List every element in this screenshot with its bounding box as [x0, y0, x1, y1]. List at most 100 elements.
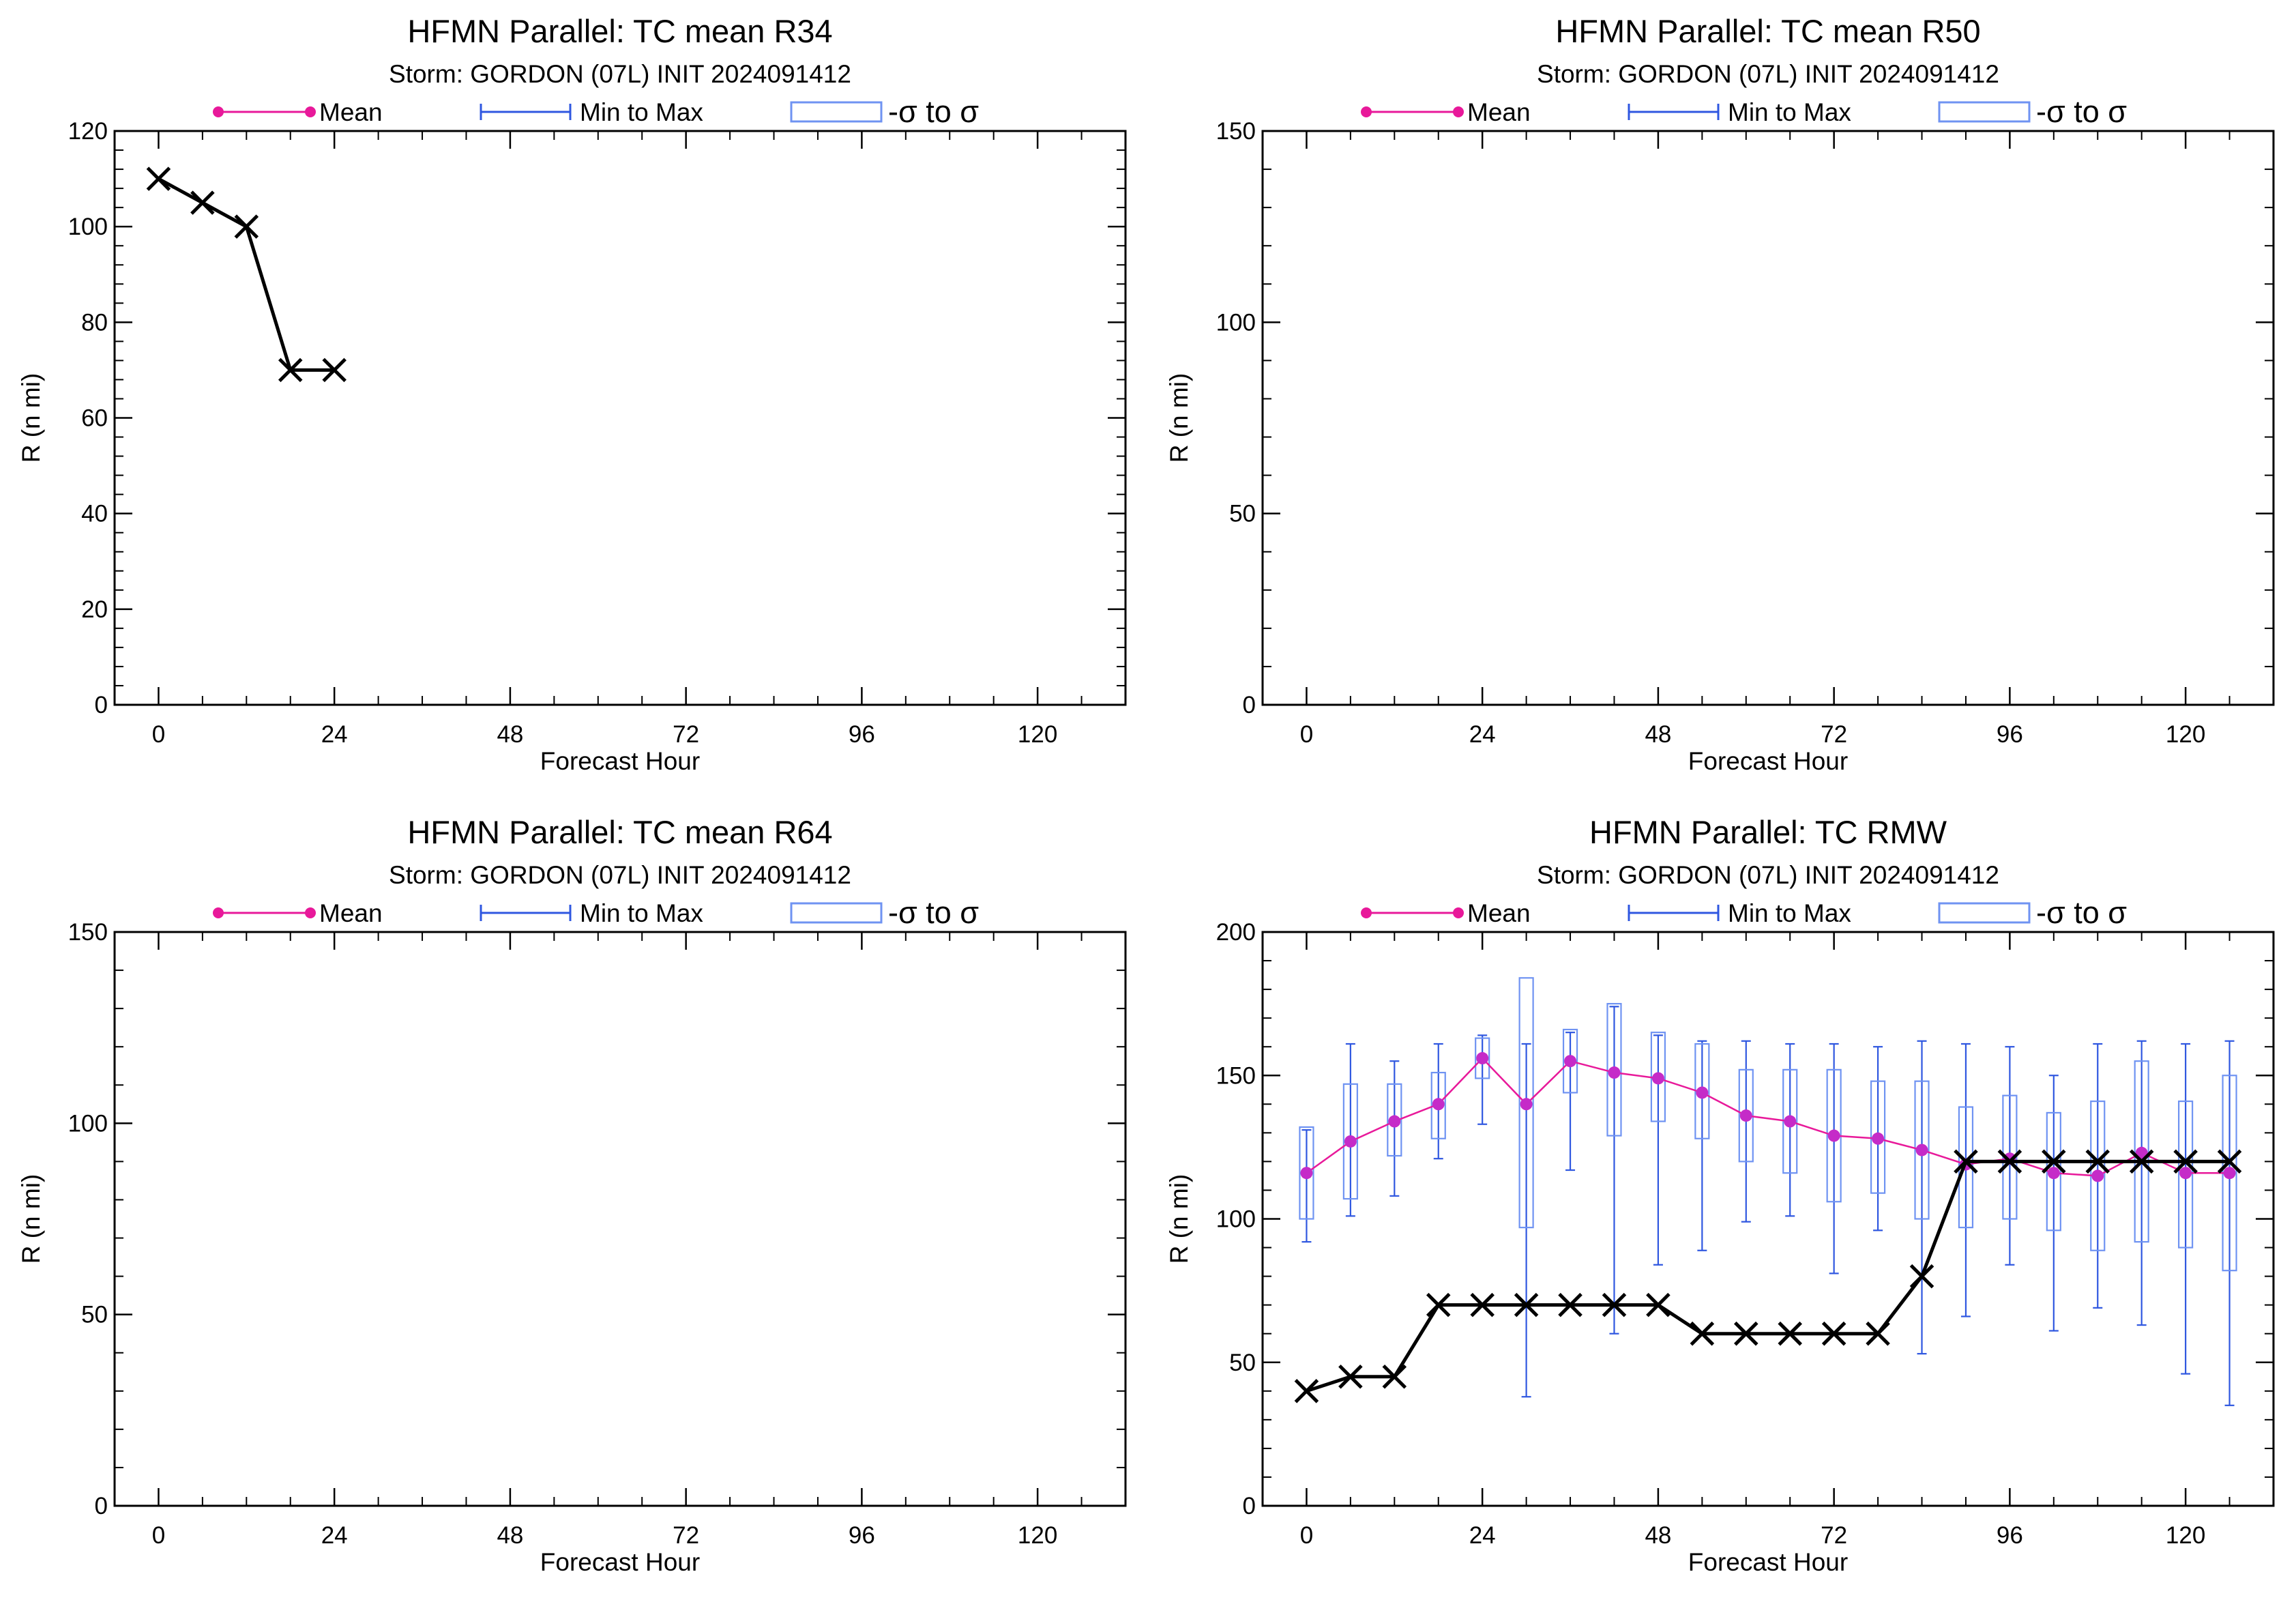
legend-mean-marker	[1453, 907, 1464, 918]
observed-x-marker	[2129, 1149, 2154, 1174]
plot-frame	[1261, 931, 2275, 1507]
y-axis-label: R (n mi)	[17, 1174, 45, 1264]
y-tick-label: 100	[68, 214, 108, 240]
sigma-box	[1299, 1126, 1314, 1220]
legend-mean-label: Mean	[319, 899, 383, 927]
legend-sigma-label: -σ to σ	[888, 94, 979, 129]
observed-x-stroke	[1778, 1321, 1802, 1346]
observed-x-stroke	[2173, 1149, 2198, 1174]
observed-line	[158, 177, 335, 372]
sigma-box	[1387, 1083, 1402, 1157]
observed-x-stroke	[322, 358, 347, 383]
chart-subtitle: Storm: GORDON (07L) INIT 2024091412	[389, 60, 851, 88]
chart-title: HFMN Parallel: TC mean R50	[1555, 13, 1980, 49]
observed-x-marker	[234, 214, 259, 239]
chart-subtitle: Storm: GORDON (07L) INIT 2024091412	[389, 861, 851, 889]
y-tick-label: 60	[81, 405, 108, 432]
observed-x-marker	[1294, 1379, 1319, 1403]
mean-point	[1564, 1055, 1577, 1068]
chart-panel-r34: HFMN Parallel: TC mean R34 Storm: GORDON …	[0, 0, 1148, 801]
mean-point	[1784, 1115, 1797, 1128]
x-tick-label: 24	[321, 721, 348, 748]
x-tick-label: 0	[152, 1522, 165, 1549]
observed-x-stroke	[1690, 1321, 1715, 1346]
sigma-box	[1738, 1068, 1754, 1163]
x-tick-label: 24	[1469, 721, 1496, 748]
y-tick-label: 150	[1216, 1062, 1256, 1089]
observed-x-marker	[1514, 1292, 1539, 1317]
x-tick-label: 72	[1821, 1522, 1847, 1549]
observed-x-stroke	[2129, 1149, 2154, 1174]
y-tick-label: 100	[1216, 1206, 1256, 1233]
y-axis-label: R (n mi)	[1165, 373, 1193, 463]
x-tick-label: 120	[2166, 1522, 2205, 1549]
mean-point	[1520, 1098, 1533, 1111]
x-tick-label: 0	[1300, 1522, 1313, 1549]
legend-mean-label: Mean	[1467, 899, 1531, 927]
chart-svg: HFMN Parallel: TC RMW Storm: GORDON (07L)…	[1165, 814, 2275, 1576]
sigma-box	[1606, 1003, 1622, 1137]
y-tick-label: 150	[1216, 118, 1256, 145]
observed-x-stroke	[1821, 1321, 1846, 1346]
legend-mean-label: Mean	[1467, 98, 1531, 126]
x-tick-label: 96	[849, 721, 875, 748]
x-tick-label: 48	[497, 721, 523, 748]
observed-x-stroke	[1338, 1365, 1363, 1389]
plot-frame	[1261, 130, 2275, 706]
observed-x-marker	[2217, 1149, 2242, 1174]
x-tick-label: 0	[1300, 721, 1313, 748]
x-tick-label: 72	[673, 1522, 699, 1549]
observed-x-marker	[2085, 1149, 2110, 1174]
mean-point	[2135, 1146, 2148, 1159]
x-tick-label: 48	[497, 1522, 523, 1549]
mean-point	[2179, 1167, 2192, 1180]
observed-x-stroke	[1470, 1292, 1495, 1317]
legend-minmax-label: Min to Max	[580, 899, 703, 927]
y-tick-label: 0	[1243, 1493, 1256, 1519]
sigma-box	[1475, 1037, 1490, 1079]
legend-mean-marker	[305, 106, 316, 117]
observed-x-stroke	[1294, 1379, 1319, 1403]
observed-x-stroke	[146, 166, 171, 191]
observed-x-stroke	[1734, 1321, 1758, 1346]
y-tick-label: 0	[95, 692, 108, 718]
mean-point	[1651, 1072, 1664, 1085]
observed-x-marker	[146, 166, 171, 191]
x-tick-label: 96	[1997, 721, 2023, 748]
legend-mean-marker	[213, 106, 224, 117]
sigma-box	[2178, 1100, 2194, 1249]
mean-point	[1388, 1115, 1401, 1128]
sigma-box	[1782, 1068, 1798, 1174]
mean-point	[1476, 1052, 1489, 1065]
mean-line	[1306, 1057, 2230, 1177]
mean-point	[2223, 1167, 2236, 1180]
observed-x-marker	[1338, 1365, 1363, 1389]
legend-sigma-label: -σ to σ	[888, 895, 979, 930]
observed-x-stroke	[1866, 1321, 1890, 1346]
x-tick-label: 0	[152, 721, 165, 748]
chart-subtitle: Storm: GORDON (07L) INIT 2024091412	[1537, 861, 1999, 889]
observed-x-stroke	[1514, 1292, 1539, 1317]
x-tick-label: 96	[1997, 1522, 2023, 1549]
observed-x-marker	[1690, 1321, 1715, 1346]
sigma-box	[1914, 1080, 1930, 1220]
mean-point	[1432, 1098, 1445, 1111]
legend-mean-marker	[1361, 106, 1372, 117]
x-tick-label: 24	[321, 1522, 348, 1549]
legend-sigma-box	[790, 101, 883, 123]
observed-x-marker	[1997, 1149, 2022, 1174]
observed-x-stroke	[1382, 1365, 1407, 1389]
legend-sigma-box	[1938, 101, 2031, 123]
x-axis-label: Forecast Hour	[1688, 747, 1848, 775]
observed-x-marker	[1734, 1321, 1758, 1346]
observed-x-marker	[1954, 1149, 1978, 1174]
legend-sigma-label: -σ to σ	[2036, 895, 2127, 930]
x-tick-label: 48	[1645, 721, 1671, 748]
observed-x-stroke	[2085, 1149, 2110, 1174]
y-tick-label: 50	[1229, 501, 1256, 527]
chart-svg: HFMN Parallel: TC mean R50 Storm: GORDON …	[1165, 13, 2275, 775]
y-axis-label: R (n mi)	[1165, 1174, 1193, 1264]
observed-x-stroke	[1997, 1149, 2022, 1174]
mean-point	[1872, 1132, 1885, 1145]
y-tick-label: 50	[1229, 1350, 1256, 1376]
